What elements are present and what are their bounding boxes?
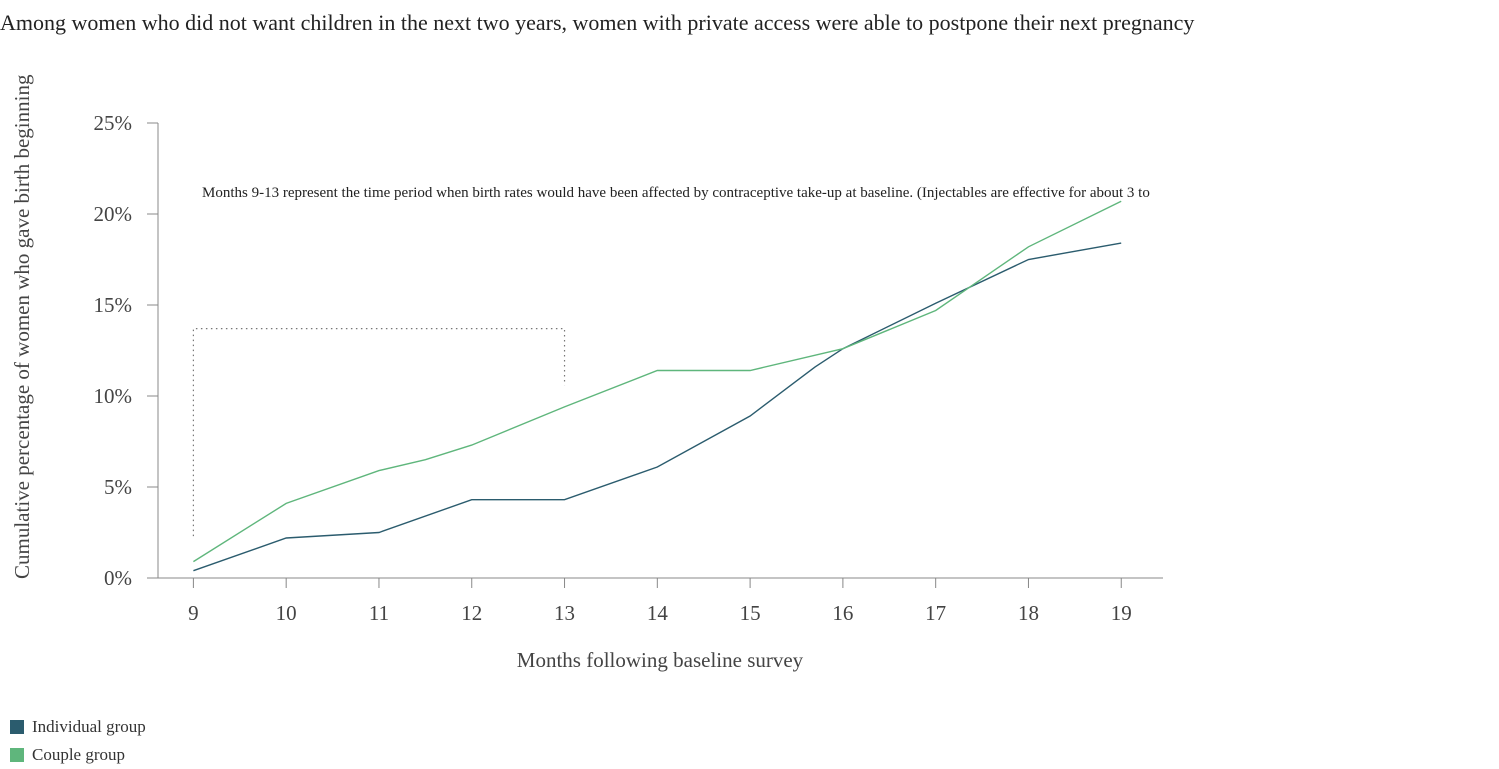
x-tick-label: 10: [276, 601, 297, 625]
y-tick-label: 20%: [94, 202, 133, 226]
y-tick-label: 10%: [94, 384, 133, 408]
x-tick-label: 9: [188, 601, 199, 625]
legend-swatch-individual: [10, 720, 24, 734]
legend-label-couple: Couple group: [32, 745, 126, 764]
legend-item-individual[interactable]: Individual group: [10, 713, 146, 741]
annotation-text: Months 9-13 represent the time period wh…: [202, 185, 1150, 201]
x-tick-label: 16: [832, 601, 853, 625]
x-tick-label: 13: [554, 601, 575, 625]
legend-label-individual: Individual group: [32, 717, 146, 736]
x-tick-label: 17: [925, 601, 946, 625]
chart-title: Among women who did not want children in…: [0, 10, 1195, 35]
y-tick-label: 15%: [94, 293, 133, 317]
x-tick-label: 11: [369, 601, 389, 625]
x-tick-label: 14: [647, 601, 669, 625]
legend: Individual group Couple group: [10, 713, 146, 769]
x-tick-label: 12: [461, 601, 482, 625]
y-axis-label: Cumulative percentage of women who gave …: [10, 74, 34, 579]
series-line-individual: [193, 242, 1122, 572]
legend-item-couple[interactable]: Couple group: [10, 741, 146, 769]
y-tick-label: 0%: [104, 566, 132, 590]
series-line-couple: [193, 200, 1122, 563]
y-tick-label: 5%: [104, 475, 132, 499]
x-tick-label: 19: [1111, 601, 1132, 625]
x-axis-label: Months following baseline survey: [517, 648, 804, 672]
y-tick-label: 25%: [94, 111, 133, 135]
annotation-bracket: [192, 328, 566, 537]
legend-swatch-couple: [10, 748, 24, 762]
x-tick-label: 15: [740, 601, 761, 625]
x-tick-label: 18: [1018, 601, 1039, 625]
